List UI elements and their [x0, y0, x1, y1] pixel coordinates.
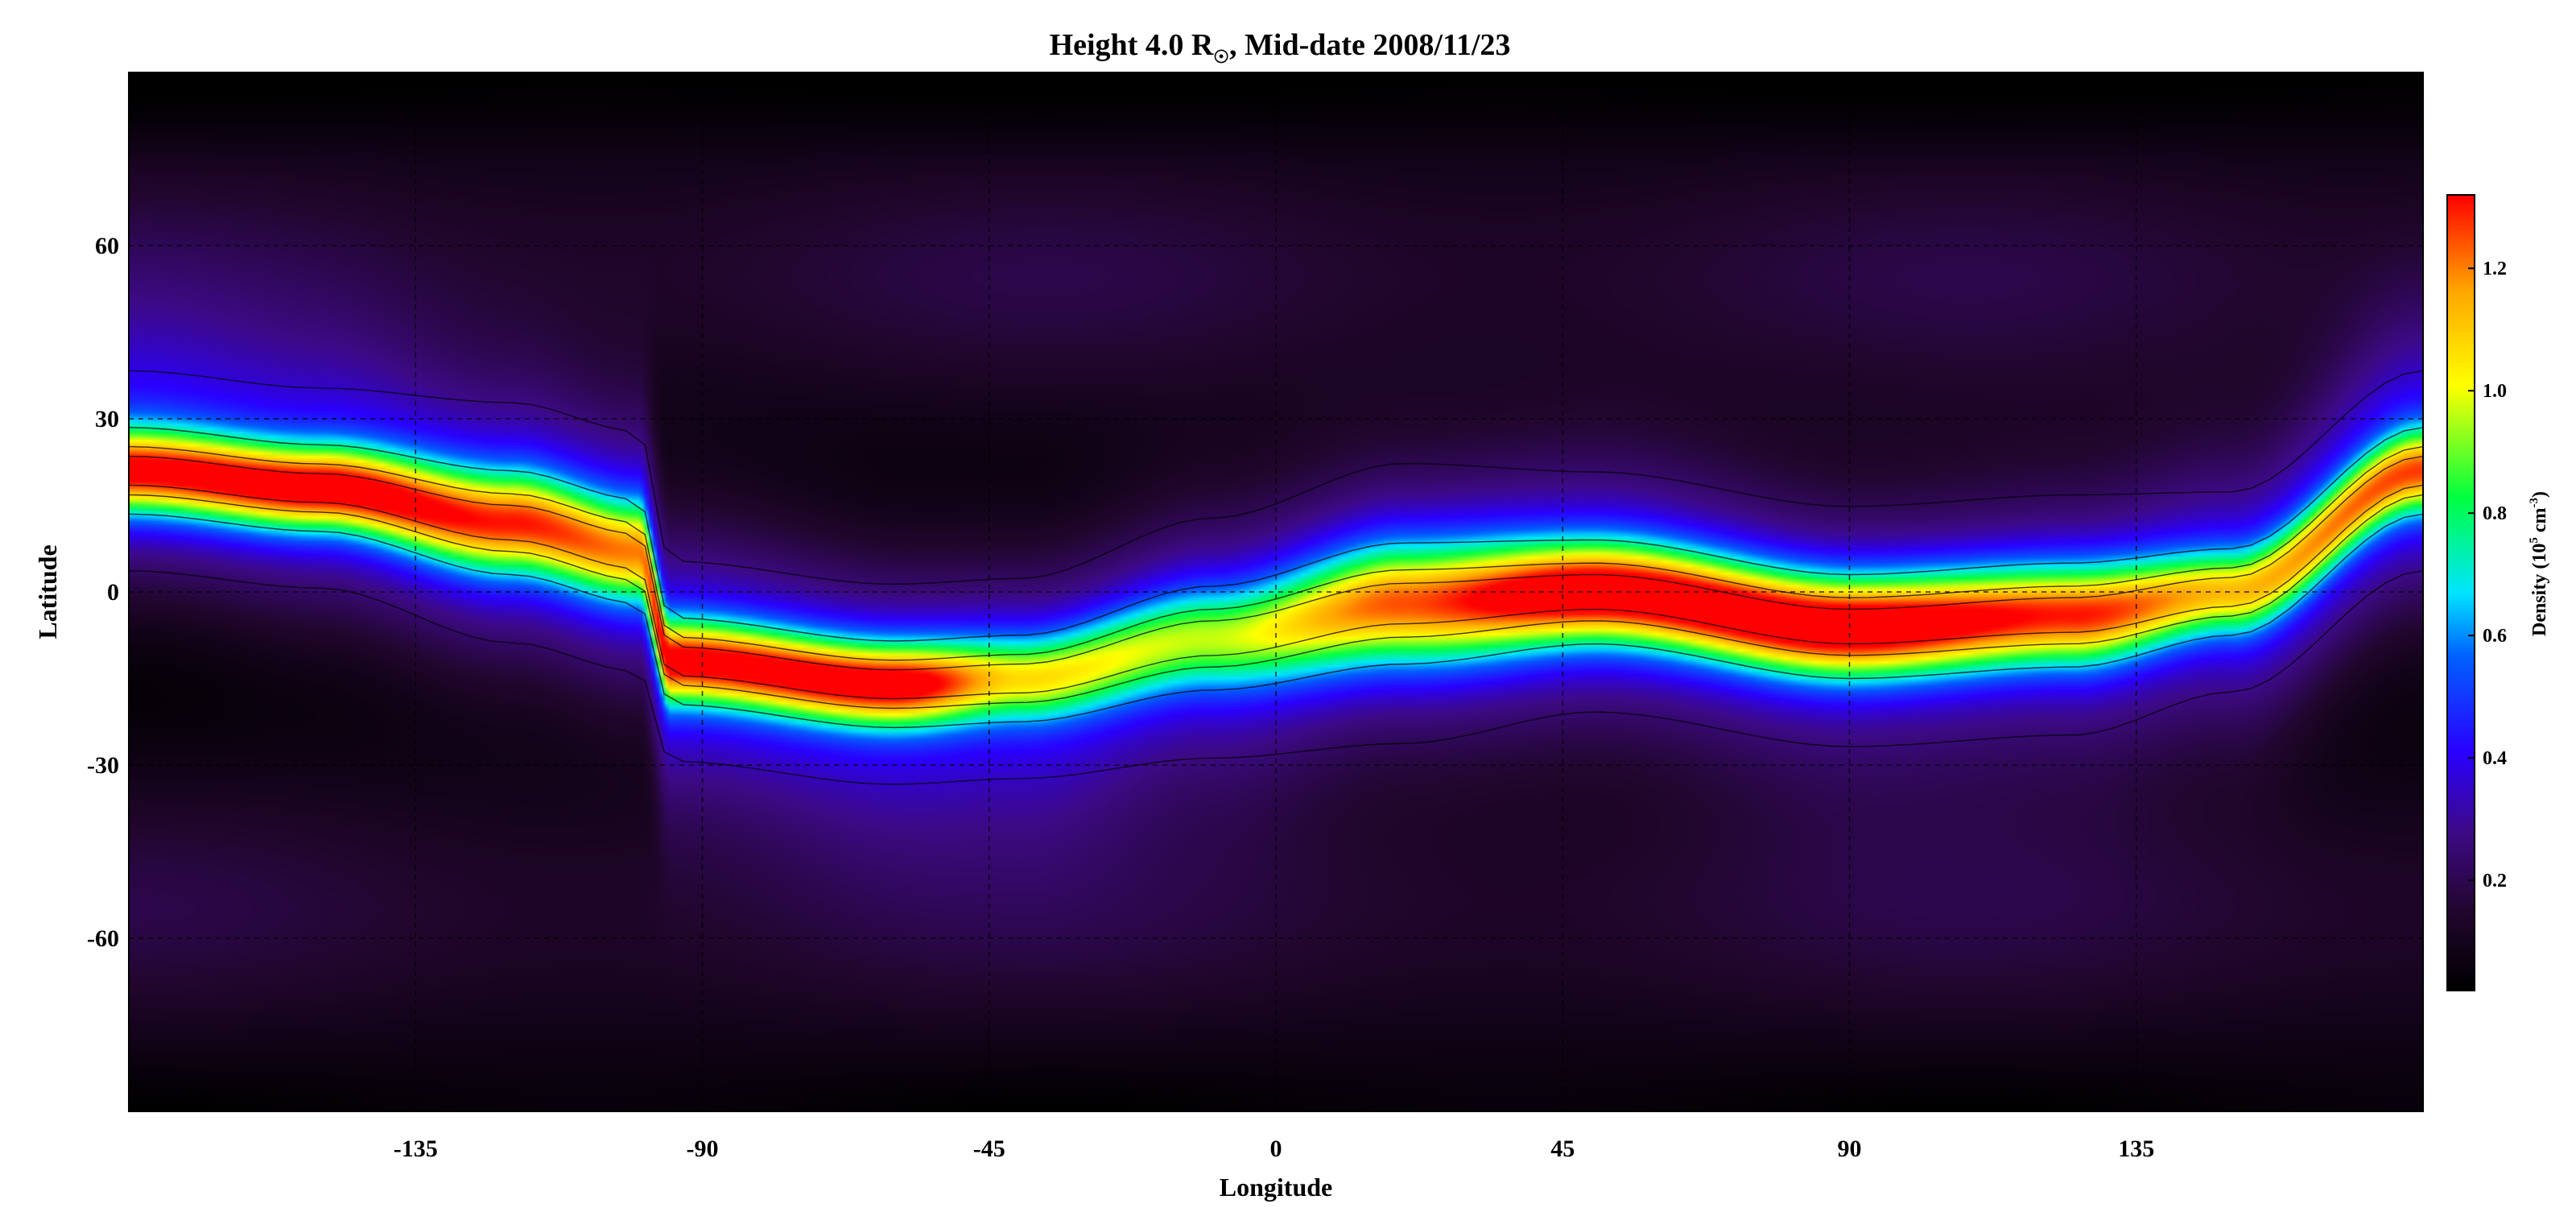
contour-line [128, 455, 2424, 671]
plot-frame [128, 72, 2424, 1112]
y-axis-ticks: 60 30 0 -30 -60 [87, 233, 119, 952]
x-tick-label: 0 [1270, 1136, 1282, 1162]
y-tick-label: 60 [95, 233, 119, 259]
colorbar-tick-label: 0.4 [2483, 748, 2507, 769]
y-tick-label: -30 [87, 752, 119, 779]
colorbar: 0.2 0.4 0.6 0.8 1.0 1.2 Density (105 cm-3) [2446, 194, 2550, 991]
x-tick-label: -135 [394, 1136, 438, 1162]
x-tick-label: 90 [1838, 1136, 1862, 1162]
x-tick-label: 45 [1550, 1136, 1575, 1162]
colorbar-label: Density (105 cm-3) [2528, 491, 2550, 636]
chart-title: Height 4.0 R☉, Mid-date 2008/11/23 [1050, 28, 1511, 67]
colorbar-tick-label: 0.6 [2483, 626, 2507, 647]
contour-line [128, 427, 2424, 642]
x-tick-label: -90 [687, 1136, 719, 1162]
colorbar-gradient [2446, 194, 2475, 991]
colorbar-tick-label: 0.2 [2483, 871, 2507, 892]
contour-line [128, 570, 2424, 785]
colorbar-tick-label: 1.2 [2483, 259, 2507, 279]
colorbar-tick-label: 0.8 [2483, 503, 2507, 524]
x-axis-ticks: -135 -90 -45 0 45 90 135 [394, 1136, 2155, 1162]
y-tick-label: 30 [95, 406, 119, 432]
y-tick-label: 0 [107, 579, 119, 606]
x-axis-label: Longitude [1220, 1173, 1332, 1202]
colorbar-ticks: 0.2 0.4 0.6 0.8 1.0 1.2 [2468, 259, 2507, 892]
contour-line [128, 370, 2424, 585]
colorbar-tick-label: 1.0 [2483, 381, 2507, 402]
y-tick-label: -60 [87, 925, 119, 952]
x-tick-label: -45 [973, 1136, 1005, 1162]
plot-area [128, 72, 2424, 1112]
y-axis-label: Latitude [33, 544, 62, 639]
density-heatmap [129, 72, 2423, 1111]
x-tick-label: 135 [2118, 1136, 2154, 1162]
contour-line [128, 494, 2424, 709]
